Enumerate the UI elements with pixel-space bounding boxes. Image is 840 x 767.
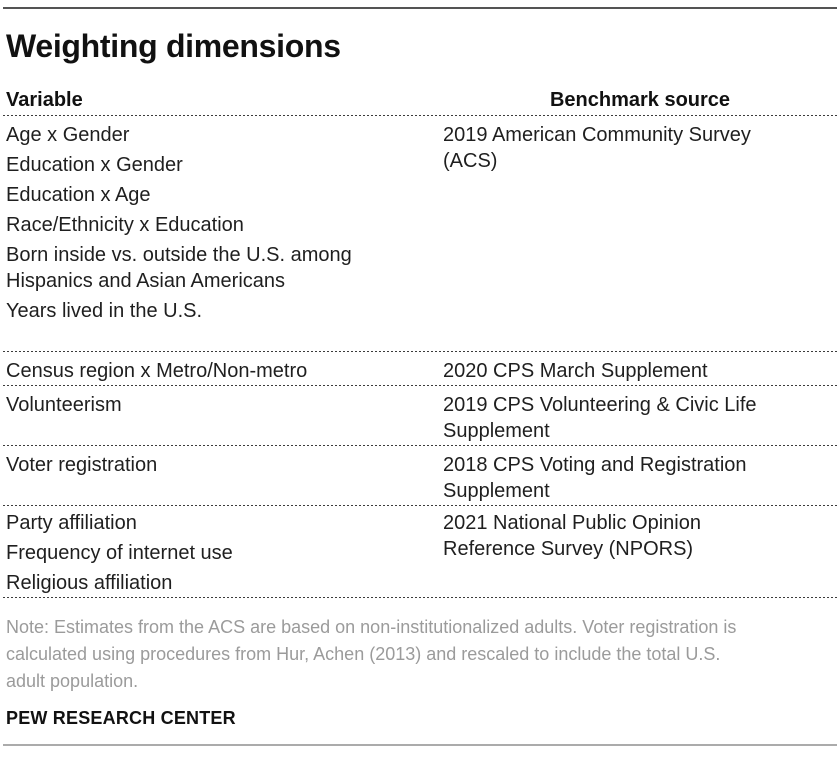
variable-line: Voter registration [6, 454, 158, 476]
variable-cell: Voter registration [3, 452, 443, 504]
benchmark-source-cell: 2020 CPS March Supplement [443, 358, 837, 384]
column-header-benchmark-source: Benchmark source [549, 89, 731, 111]
variable-item: Born inside vs. outside the U.S. among Hi… [6, 242, 433, 294]
variable-line: Education x Gender [6, 154, 183, 176]
table-header-row: Variable Benchmark source [3, 87, 837, 116]
variable-line: Religious affiliation [6, 572, 173, 594]
variable-cell: Party affiliation Frequency of internet u… [3, 510, 443, 596]
bottom-rule [3, 744, 837, 746]
benchmark-source-cell: 2021 National Public Opinion Reference Su… [443, 510, 837, 596]
note-line: Note: Estimates from the ACS are based o… [6, 617, 737, 637]
variable-item: Census region x Metro/Non-metro [6, 358, 433, 384]
variable-item: Age x Gender [6, 122, 433, 148]
table-row: Census region x Metro/Non-metro 2020 CPS… [3, 352, 837, 386]
benchmark-source-cell: 2019 American Community Survey (ACS) [443, 122, 837, 324]
table-row: Age x Gender Education x Gender Education … [3, 116, 837, 352]
variable-line: Years lived in the U.S. [6, 300, 203, 322]
variable-line: Hispanics and Asian Americans [6, 270, 286, 292]
variable-line: Census region x Metro/Non-metro [6, 360, 308, 382]
variable-item: Voter registration [6, 452, 433, 478]
table-body: Age x Gender Education x Gender Education … [3, 116, 837, 598]
variable-item: Frequency of internet use [6, 540, 433, 566]
variable-cell: Census region x Metro/Non-metro [3, 358, 443, 384]
variable-line: Volunteerism [6, 394, 122, 416]
variable-item: Years lived in the U.S. [6, 298, 433, 324]
page-title: Weighting dimensions [6, 28, 341, 64]
table-row: Volunteerism 2019 CPS Volunteering & Civ… [3, 386, 837, 446]
note-line: adult population. [6, 671, 139, 691]
source-line: 2021 National Public Opinion [443, 512, 701, 534]
variable-line: Born inside vs. outside the U.S. among [6, 244, 352, 266]
variable-item: Education x Gender [6, 152, 433, 178]
variable-item: Education x Age [6, 182, 433, 208]
variable-item: Religious affiliation [6, 570, 433, 596]
source-line: 2019 CPS Volunteering & Civic Life [443, 394, 757, 416]
variable-item: Party affiliation [6, 510, 433, 536]
column-header-variable: Variable [6, 89, 83, 111]
variable-cell: Age x Gender Education x Gender Education … [3, 122, 443, 324]
variable-line: Age x Gender [6, 124, 130, 146]
note-line: calculated using procedures from Hur, Ac… [6, 644, 721, 664]
variable-line: Frequency of internet use [6, 542, 233, 564]
variable-line: Party affiliation [6, 512, 137, 534]
page: Weighting dimensions Variable Benchmark … [0, 7, 840, 746]
source-line: Supplement [443, 480, 550, 502]
variable-line: Race/Ethnicity x Education [6, 214, 244, 236]
table-row: Voter registration 2018 CPS Voting and R… [3, 446, 837, 506]
source-line: 2020 CPS March Supplement [443, 360, 708, 382]
variable-cell: Volunteerism [3, 392, 443, 444]
variable-line: Education x Age [6, 184, 151, 206]
source-line: 2018 CPS Voting and Registration [443, 454, 747, 476]
note-text: Note: Estimates from the ACS are based o… [6, 614, 837, 695]
source-line: Reference Survey (NPORS) [443, 538, 694, 560]
source-line: 2019 American Community Survey [443, 124, 751, 146]
benchmark-source-cell: 2019 CPS Volunteering & Civic Life Supple… [443, 392, 837, 444]
table-row: Party affiliation Frequency of internet u… [3, 506, 837, 598]
variable-item: Volunteerism [6, 392, 433, 418]
benchmark-source-cell: 2018 CPS Voting and Registration Suppleme… [443, 452, 837, 504]
source-line: Supplement [443, 420, 550, 442]
source-line: (ACS) [443, 150, 498, 172]
variable-item: Race/Ethnicity x Education [6, 212, 433, 238]
top-rule [3, 7, 837, 9]
pew-research-center-wordmark: PEW RESEARCH CENTER [6, 708, 236, 728]
